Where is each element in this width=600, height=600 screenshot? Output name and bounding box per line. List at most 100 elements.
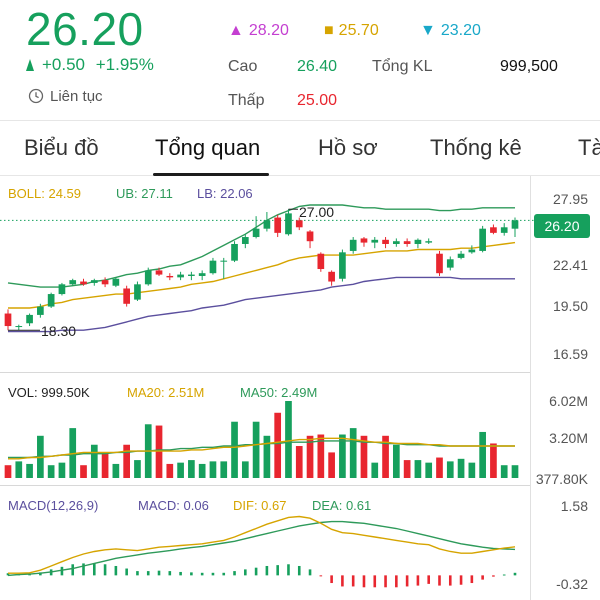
candle-body xyxy=(274,217,282,233)
candle-body xyxy=(479,228,486,251)
session-label: Liên tục xyxy=(50,88,103,105)
volume-bar xyxy=(220,461,228,478)
candle-body xyxy=(436,253,443,274)
tab-chart[interactable]: Biểu đồ xyxy=(24,135,99,160)
triangle-up-icon: ▲ xyxy=(228,22,244,39)
low-value: 25.00 xyxy=(297,92,338,109)
candle-body xyxy=(339,252,346,279)
candle-body xyxy=(392,241,400,244)
macd-bar xyxy=(6,573,10,576)
y-tick-label: -0.32 xyxy=(556,576,588,592)
candle-body xyxy=(69,280,77,285)
volume-bar xyxy=(274,412,282,478)
volume-bar xyxy=(360,435,368,478)
macd-bar xyxy=(351,575,355,587)
candle-body xyxy=(285,213,292,235)
volume-bar xyxy=(490,443,497,478)
macd-bar xyxy=(71,564,75,576)
macd-bar xyxy=(179,571,182,576)
macd-bar xyxy=(330,575,333,584)
macd-bar xyxy=(319,575,323,577)
volume-bar xyxy=(47,465,55,478)
volume-bar xyxy=(500,465,508,478)
macd-bar xyxy=(405,575,409,587)
volume-label: Tổng KL xyxy=(372,58,433,75)
up-arrow-icon xyxy=(26,59,34,71)
macd-bar xyxy=(373,575,377,588)
y-tick-label: 19.50 xyxy=(552,298,588,314)
macd-bar xyxy=(481,575,484,580)
macd-bar xyxy=(276,565,279,576)
candle-body xyxy=(166,275,174,278)
macd-bar xyxy=(146,571,150,576)
candle-body xyxy=(198,273,206,276)
chart-plot[interactable] xyxy=(0,176,600,600)
candle-body xyxy=(112,278,120,286)
candle-body xyxy=(414,239,422,244)
low-label: Thấp xyxy=(228,92,265,109)
volume-bar xyxy=(177,462,184,478)
candle-body xyxy=(328,271,335,282)
macd-bar xyxy=(459,575,463,585)
chart-area[interactable]: BOLL: 24.59 UB: 27.11 LB: 22.06 27.95 26… xyxy=(0,176,600,600)
candle-body xyxy=(241,237,249,244)
macd-bar xyxy=(416,575,420,586)
tab-more[interactable]: Tà xyxy=(578,135,600,160)
session-status: Liên tục xyxy=(28,88,103,105)
boll-ub-line xyxy=(7,204,515,288)
volume-bar xyxy=(317,434,325,478)
candle-body xyxy=(457,253,465,258)
candle-body xyxy=(144,270,152,285)
candle-body xyxy=(252,228,260,238)
macd-bar xyxy=(60,566,64,576)
volume-bar xyxy=(90,444,98,478)
macd-bar xyxy=(254,567,258,576)
ub-legend: UB: 27.11 xyxy=(116,186,173,201)
tab-profile[interactable]: Hồ sơ xyxy=(318,135,378,160)
volume-bar xyxy=(80,465,87,478)
volume-bar xyxy=(382,435,389,478)
y-tick-label: 6.02M xyxy=(549,393,588,409)
macd-bar xyxy=(200,572,204,576)
volume-bar xyxy=(231,421,238,478)
candle-body xyxy=(58,284,66,295)
floor-price: ▼ 23.20 xyxy=(420,22,481,40)
tab-overview[interactable]: Tổng quan xyxy=(155,135,261,160)
candle-body xyxy=(403,241,411,244)
volume-bar xyxy=(457,458,465,478)
macd-bar xyxy=(492,575,495,577)
ma50-line xyxy=(8,440,515,459)
candle-body xyxy=(47,294,55,307)
macd-bar xyxy=(308,569,312,576)
boll-lb-line xyxy=(8,276,515,333)
candle-body xyxy=(500,227,508,233)
volume-bar xyxy=(425,462,433,478)
candle-body xyxy=(123,288,131,304)
volume-bar xyxy=(101,452,109,478)
macd-bar xyxy=(448,575,452,586)
panel-divider xyxy=(0,485,530,486)
price-change: +0.50 +1.95% xyxy=(26,55,154,75)
volume-bar xyxy=(263,435,271,478)
ma20-line xyxy=(8,437,515,460)
candle-body xyxy=(446,259,454,268)
candle-body xyxy=(425,241,433,243)
volume-bar xyxy=(403,460,411,478)
macd-bar xyxy=(427,575,431,584)
macd-bar xyxy=(384,575,387,588)
volume-bar xyxy=(26,463,33,478)
square-icon: ■ xyxy=(324,22,334,39)
panel-divider xyxy=(0,372,530,373)
macd-bar xyxy=(502,574,506,576)
macd-bar xyxy=(297,565,301,576)
volume-bar xyxy=(295,446,303,478)
macd-bar xyxy=(362,575,366,588)
tab-statistics[interactable]: Thống kê xyxy=(430,135,522,160)
triangle-down-icon: ▼ xyxy=(420,22,436,39)
volume-bar xyxy=(446,461,454,478)
ceiling-value: 28.20 xyxy=(248,22,289,39)
macd-bar xyxy=(92,563,96,576)
y-tick-label: 1.58 xyxy=(560,498,588,514)
candle-body xyxy=(231,243,238,261)
volume-bar xyxy=(349,428,357,478)
